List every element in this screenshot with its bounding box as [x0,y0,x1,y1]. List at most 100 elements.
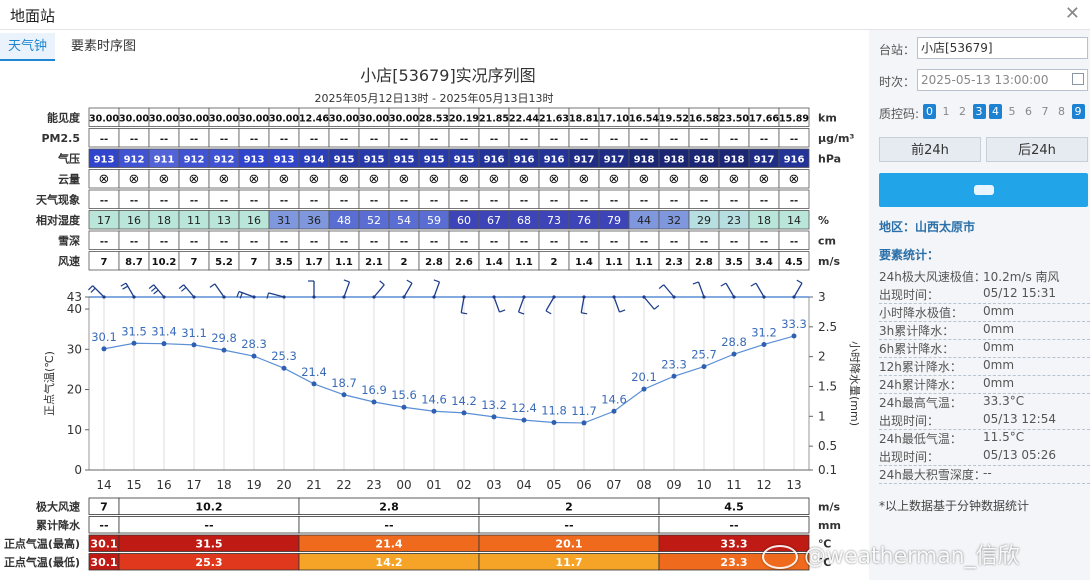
grid-cell-value: 30.00 [209,113,239,124]
temperature-point [611,408,617,414]
temperature-point [521,417,527,423]
wind-barb-feather [750,282,757,287]
wind-barb-shaft [517,296,525,313]
grid-cell-value: ⊗ [279,172,290,187]
x-tick-label: 03 [486,478,501,492]
temperature-point [191,342,197,348]
grid-cell-value: -- [460,236,468,247]
stat-row: 24h极大风速极值： 10.2m/s 南风 [879,268,1090,286]
grid-cell-value: 916 [484,154,505,165]
temperature-data-label: 31.5 [121,324,147,338]
grid-cell-value: -- [310,134,318,145]
wind-barb-feather [379,280,385,286]
prev-24h-button[interactable]: 前24h [879,137,981,162]
grid-cell-value: ⊗ [489,172,500,187]
temperature-point [221,347,227,353]
grid-cell-value: ⊗ [249,172,260,187]
grid-cell-value: -- [220,195,228,206]
grid-cell-value: 17.10 [599,113,629,124]
summary-cell-value: 10.2 [195,500,222,513]
time-input[interactable]: 2025-05-13 13:00:00 [917,69,1088,91]
temperature-point [791,333,797,339]
stat-value: 05/12 15:31 [983,286,1056,300]
close-icon[interactable]: ✕ [1064,3,1080,24]
temperature-point [341,392,347,398]
grid-cell-value: ⊗ [579,172,590,187]
grid-cell-value: -- [490,134,498,145]
qc-code-1[interactable]: 1 [942,105,950,118]
grid-cell-value: ⊗ [129,172,140,187]
row-unit: m/s [818,255,840,268]
grid-cell-value: -- [670,134,678,145]
grid-cell-value: 29 [697,214,711,227]
wind-barb-feather [239,292,243,299]
qc-code-6[interactable]: 6 [1025,105,1032,118]
temperature-plot: 14 15 16 17 18 19 20 21 22 23 00 01 02 03 04 05 06 07 08 09… [42,279,862,492]
wind-barb-feather [720,282,727,287]
temperature-point [731,351,737,357]
grid-cell-value: -- [550,134,558,145]
x-tick-label: 04 [516,478,531,492]
wind-barb-shaft [793,282,803,298]
stat-divider [879,483,1090,484]
qc-code-0[interactable]: 0 [923,104,936,119]
stat-row: 出现时间： 05/13 05:26 [879,448,1090,466]
station-label: 台站： [879,43,916,57]
grid-cell-value: 1.1 [335,257,353,268]
grid-cell-value: ⊗ [399,172,410,187]
qc-code-2[interactable]: 2 [959,105,966,118]
calendar-icon[interactable] [1072,73,1084,85]
grid-cell-value: 913 [244,154,265,165]
station-input[interactable]: 小店[53679] [917,37,1088,59]
grid-cell-value: 30.00 [389,113,419,124]
grid-cell-value: 23.50 [719,113,749,124]
qc-code-8[interactable]: 8 [1058,105,1065,118]
qc-code-5[interactable]: 5 [1008,105,1016,118]
row-label: 相对湿度 [36,213,81,227]
wind-barb-feather [153,289,159,295]
stat-row: 24h最高气温： 33.3°C [879,394,1090,412]
grid-cell-value: 916 [784,154,805,165]
grid-cell-value: -- [550,195,558,206]
grid-cell-value: 1.1 [515,257,533,268]
grid-cell-value: 36 [307,214,321,227]
grid-cell-value: ⊗ [429,172,440,187]
tab-weather-clock[interactable]: 天气钟 [0,33,56,61]
grid-cell-value: 44 [637,214,651,227]
row-label: 风速 [58,254,80,268]
temperature-data-label: 18.7 [331,376,357,390]
grid-cell-value: 32 [667,214,681,227]
grid-cell-value: -- [610,236,618,247]
stats-title: 要素统计： [879,248,940,262]
y-tick-label: 0 [74,463,82,477]
wind-barb-feather [692,281,699,285]
summary-row-unit: m/s [818,500,840,513]
grid-cell-value: -- [730,134,738,145]
tab-element-timeseries[interactable]: 要素时序图 [71,39,137,54]
qc-code-9[interactable]: 9 [1071,104,1085,119]
grid-cell-value: 23 [727,214,741,227]
x-tick-label: 10 [696,478,711,492]
next-24h-button[interactable]: 后24h [986,137,1088,162]
wind-barb-feather [236,291,240,298]
temperature-data-label: 12.4 [511,401,537,415]
grid-cell-value: -- [310,195,318,206]
qc-code-4[interactable]: 4 [989,104,1002,119]
stat-divider [879,303,1090,304]
query-button[interactable] [879,173,1088,207]
grid-cell-value: -- [430,134,438,145]
grid-cell-value: -- [100,134,108,145]
qc-code-3[interactable]: 3 [972,104,986,119]
y-tick-label: 43 [67,290,82,304]
temperature-data-label: 31.1 [181,326,207,340]
grid-cell-value: -- [700,134,708,145]
grid-cell-value: 73 [547,214,561,227]
qc-code-7[interactable]: 7 [1041,105,1049,118]
grid-cell-value: 18 [757,214,771,227]
x-tick-label: 16 [156,478,171,492]
wind-barb-shaft [125,282,135,298]
stat-key: 出现时间： [879,414,940,428]
grid-cell-value: -- [760,195,768,206]
grid-cell-value: 16 [127,214,141,227]
grid-cell-value: -- [340,236,348,247]
